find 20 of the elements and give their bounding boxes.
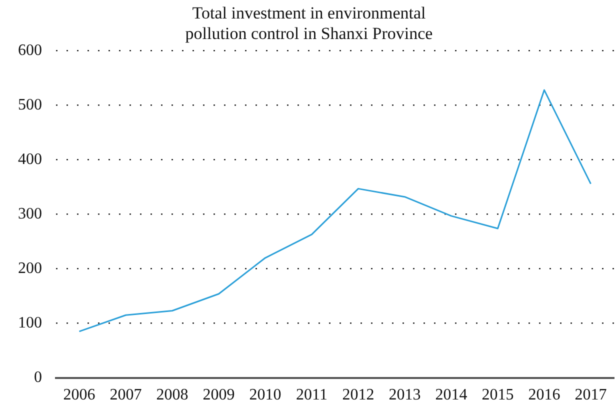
x-tick-label: 2010 — [249, 386, 282, 404]
y-tick-label: 100 — [18, 314, 42, 332]
x-tick-label: 2014 — [435, 386, 468, 404]
x-tick-label: 2006 — [63, 386, 96, 404]
x-tick-label: 2017 — [574, 386, 607, 404]
x-tick-label: 2013 — [388, 386, 421, 404]
x-tick-label: 2008 — [156, 386, 188, 404]
x-tick-label: 2011 — [296, 386, 328, 404]
y-tick-label: 300 — [18, 206, 42, 223]
x-tick-label: 2016 — [528, 386, 560, 404]
x-tick-label: 2015 — [482, 386, 514, 404]
x-tick-label: 2009 — [202, 386, 235, 404]
chart-title: Total investment in environmental pollution control in Shanxi Province — [185, 4, 433, 44]
x-tick-label: 2012 — [342, 386, 374, 404]
y-tick-label: 200 — [18, 260, 42, 278]
y-tick-label: 500 — [18, 96, 42, 114]
x-tick-label: 2007 — [110, 386, 142, 404]
y-tick-label: 400 — [18, 151, 42, 168]
y-tick-label: 0 — [34, 369, 42, 386]
y-tick-label: 600 — [18, 42, 42, 60]
